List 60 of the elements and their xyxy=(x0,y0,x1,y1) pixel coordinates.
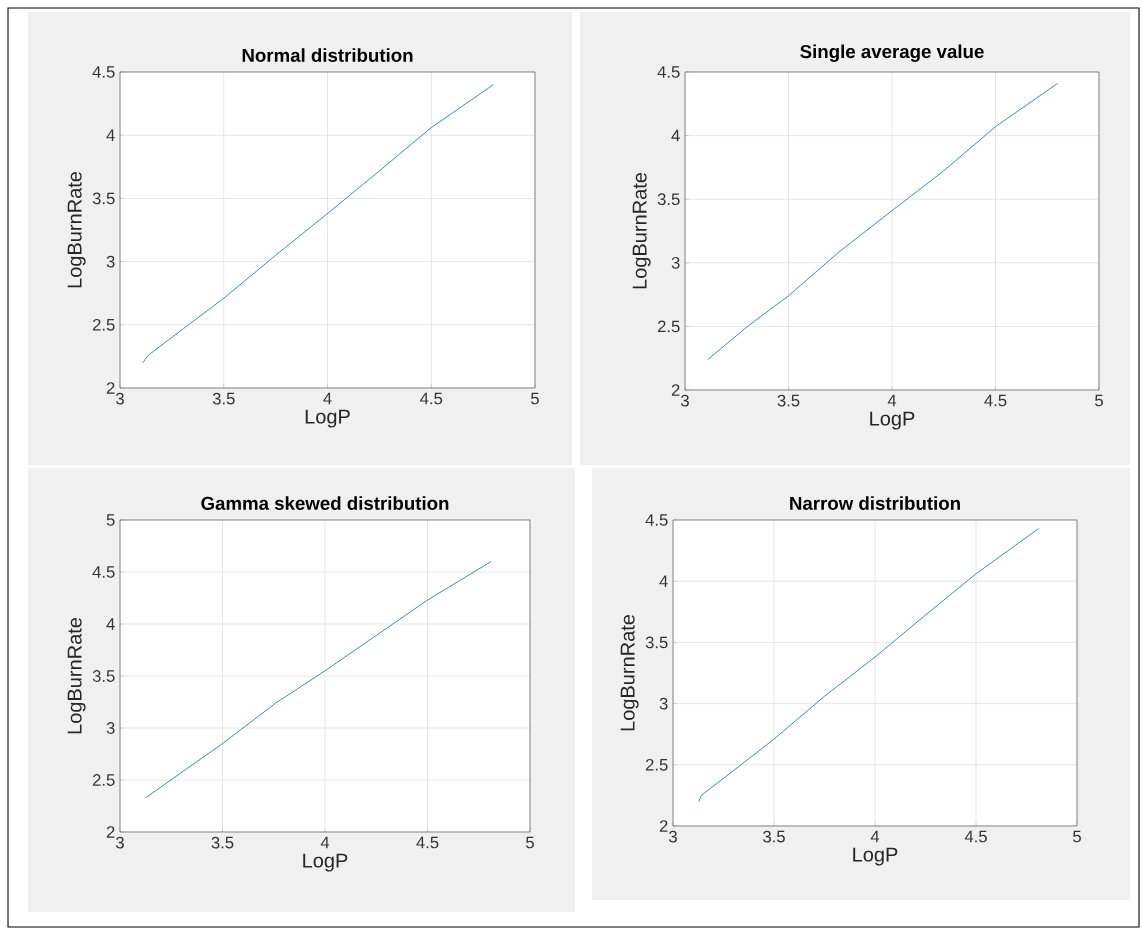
x-axis-title: LogP xyxy=(870,411,915,430)
y-axis-title: LogBurnRate xyxy=(620,614,639,731)
line-series xyxy=(142,84,494,364)
x-tick-label: 5 xyxy=(1095,394,1103,407)
x-tick-label: 5 xyxy=(531,392,539,405)
y-tick-label: 4 xyxy=(106,129,115,141)
y-axis-title: LogBurnRate xyxy=(632,172,651,289)
x-axis-title: LogP xyxy=(303,853,348,872)
y-tick-label: 2.5 xyxy=(645,758,668,771)
y-tick-label: 3 xyxy=(106,255,115,268)
y-tick-label: 3 xyxy=(659,697,668,710)
y-tick-label: 3.5 xyxy=(645,636,668,649)
y-tick-label: 2.5 xyxy=(92,774,115,786)
x-tick-label: 4.5 xyxy=(416,836,439,849)
x-tick-label: 4.5 xyxy=(984,394,1007,407)
y-tick-label: 4 xyxy=(106,618,115,630)
x-tick-label: 4.5 xyxy=(964,830,987,843)
y-tick-label: 4 xyxy=(671,129,680,142)
chart-title: Gamma skewed distribution xyxy=(201,496,449,510)
line-series xyxy=(698,528,1040,802)
x-tick-label: 4 xyxy=(323,392,332,405)
x-axis-title: LogP xyxy=(853,847,898,866)
y-tick-label: 3 xyxy=(106,722,115,734)
chart-title: Narrow distribution xyxy=(790,496,960,510)
x-tick-label: 4 xyxy=(320,836,330,849)
x-tick-label: 3 xyxy=(681,394,689,407)
y-tick-label: 2 xyxy=(671,384,680,396)
y-tick-label: 4.5 xyxy=(657,66,680,78)
x-tick-label: 5 xyxy=(526,836,534,849)
y-tick-label: 3.5 xyxy=(657,193,680,206)
x-tick-label: 3.5 xyxy=(211,836,234,849)
y-tick-label: 3 xyxy=(671,256,680,269)
x-tick-label: 3.5 xyxy=(777,394,800,407)
chart-title: Normal distribution xyxy=(242,48,413,62)
y-tick-label: 2 xyxy=(106,826,115,838)
line-series xyxy=(707,83,1058,360)
x-axis-title: LogP xyxy=(305,409,350,428)
y-tick-label: 4.5 xyxy=(92,66,115,78)
x-tick-label: 4.5 xyxy=(420,392,443,405)
y-tick-label: 4 xyxy=(659,575,668,587)
x-tick-label: 5 xyxy=(1073,830,1081,843)
y-tick-label: 4.5 xyxy=(645,514,668,526)
y-axis-title: LogBurnRate xyxy=(67,617,86,734)
y-tick-label: 2 xyxy=(659,820,668,832)
y-tick-label: 5 xyxy=(106,514,115,526)
x-tick-label: 4 xyxy=(870,830,880,843)
y-tick-label: 4.5 xyxy=(92,566,115,578)
y-tick-label: 2.5 xyxy=(657,320,680,333)
x-tick-label: 3.5 xyxy=(763,830,785,843)
y-tick-label: 2 xyxy=(106,382,115,394)
line-series xyxy=(145,561,492,799)
x-tick-label: 3 xyxy=(116,392,124,405)
x-tick-label: 4 xyxy=(887,394,897,407)
chart-title: Single average value xyxy=(800,44,984,62)
x-tick-label: 3 xyxy=(116,836,124,849)
y-tick-label: 3.5 xyxy=(92,670,115,682)
y-tick-label: 3.5 xyxy=(92,192,115,205)
y-axis-title: LogBurnRate xyxy=(67,171,86,288)
x-tick-label: 3.5 xyxy=(212,392,235,405)
y-tick-label: 2.5 xyxy=(92,318,115,331)
